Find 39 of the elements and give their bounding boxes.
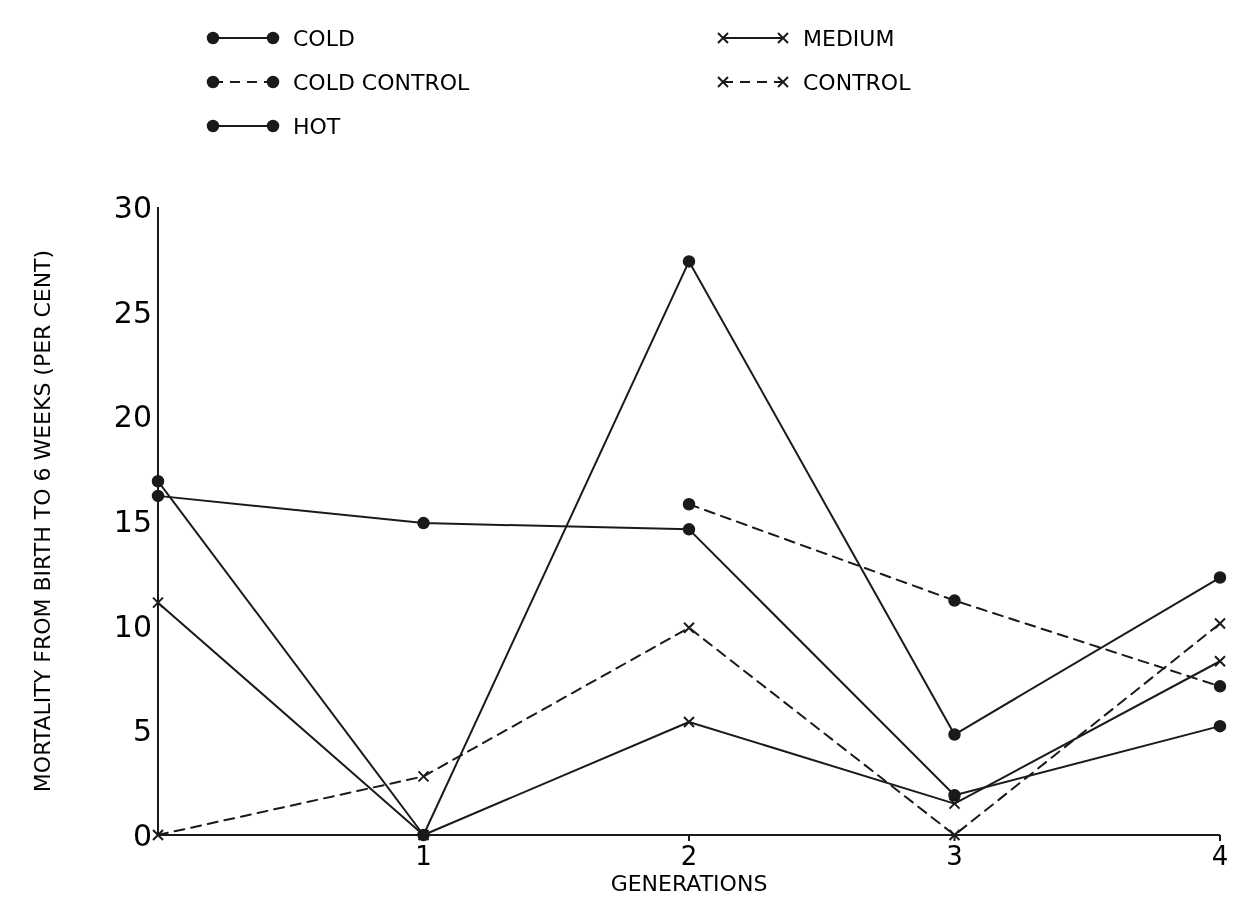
point (683, 621, 695, 634)
point (948, 797, 961, 810)
y-tick-label: 25 (113, 294, 152, 330)
x-tick-label: 2 (680, 841, 698, 871)
x-tick-label: 1 (415, 841, 432, 871)
x-axis-title: GENERATIONS (610, 871, 768, 896)
y-tick-label: 20 (113, 399, 152, 435)
legend-label: HOT (293, 114, 341, 139)
y-tick-label: 0 (132, 818, 152, 853)
y-tick-label: 30 (113, 190, 152, 225)
legend-label: COLD CONTROL (293, 70, 471, 95)
point (682, 498, 696, 511)
point (948, 728, 961, 741)
legend-label: CONTROL (803, 70, 912, 95)
legend-label: COLD (293, 26, 355, 51)
point (682, 255, 696, 268)
y-tick-label: 5 (132, 713, 152, 749)
point (151, 474, 165, 488)
point (417, 516, 430, 530)
y-tick-label: 15 (113, 504, 152, 539)
point (948, 829, 961, 841)
y-tick-label: 10 (113, 608, 152, 644)
y-axis-title: MORTALITY FROM BIRTH TO 6 WEEKS (PER CENT) (30, 249, 55, 793)
point (1214, 617, 1226, 630)
point (152, 829, 164, 841)
point (1213, 680, 1227, 693)
point (1214, 655, 1226, 668)
legend-label: MEDIUM (803, 26, 895, 51)
point (1213, 571, 1227, 584)
point (948, 594, 961, 607)
point (1213, 719, 1227, 733)
x-tick-label: 4 (1211, 841, 1229, 871)
x-tick-label: 3 (946, 841, 963, 871)
point (151, 489, 165, 503)
point (152, 596, 164, 609)
point (683, 715, 695, 728)
point (682, 523, 696, 536)
point (948, 788, 961, 802)
point (417, 770, 430, 783)
